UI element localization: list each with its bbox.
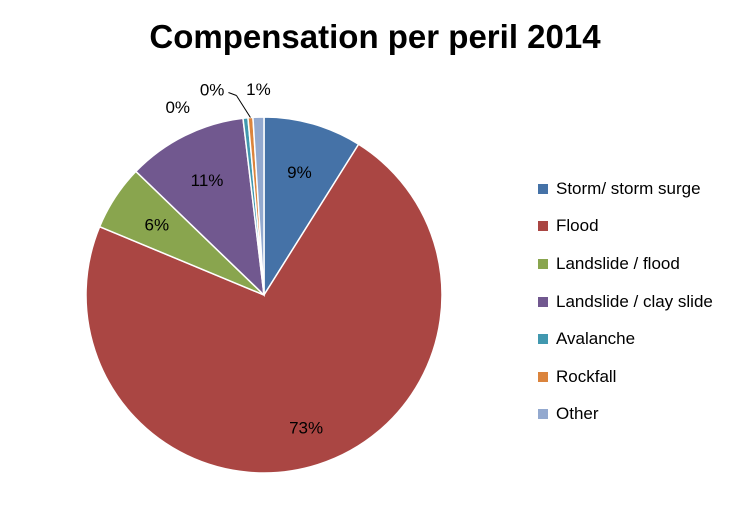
legend-item-avalanche: Avalanche — [538, 320, 713, 358]
leader-line — [228, 92, 237, 96]
legend-swatch — [538, 296, 548, 307]
slice-value-label: 0% — [200, 81, 225, 100]
slice-value-label: 1% — [246, 80, 271, 99]
legend-label: Landslide / clay slide — [556, 291, 713, 311]
legend-label: Storm/ storm surge — [556, 178, 701, 198]
legend-item-storm: Storm/ storm surge — [538, 170, 713, 208]
legend: Storm/ storm surge Flood Landslide / flo… — [538, 170, 713, 433]
legend-swatch — [538, 258, 548, 269]
legend-label: Landslide / flood — [556, 253, 680, 273]
legend-label: Flood — [556, 216, 599, 236]
pie-slice — [85, 143, 443, 474]
legend-swatch — [538, 221, 548, 232]
legend-label: Avalanche — [556, 329, 636, 349]
legend-item-other: Other — [538, 396, 713, 434]
pie-slice — [252, 116, 265, 296]
slice-value-label: 0% — [165, 98, 190, 117]
chart-title: Compensation per peril 2014 — [149, 18, 601, 55]
legend-swatch — [538, 183, 548, 194]
slice-value-label: 6% — [145, 216, 170, 235]
legend-item-landslide-flood: Landslide / flood — [538, 245, 713, 283]
legend-swatch — [538, 409, 548, 420]
slice-value-label: 73% — [289, 418, 323, 437]
legend-label: Other — [556, 404, 599, 424]
legend-item-flood: Flood — [538, 208, 713, 246]
leader-line — [236, 95, 251, 118]
legend-swatch — [538, 334, 548, 345]
pie-slice — [134, 117, 265, 298]
legend-item-landslide-clay: Landslide / clay slide — [538, 283, 713, 321]
legend-label: Rockfall — [556, 366, 617, 386]
legend-swatch — [538, 371, 548, 382]
slice-value-label: 9% — [287, 163, 312, 182]
legend-item-rockfall: Rockfall — [538, 358, 713, 396]
slice-value-label: 11% — [191, 171, 224, 190]
pie-slice — [263, 116, 360, 298]
